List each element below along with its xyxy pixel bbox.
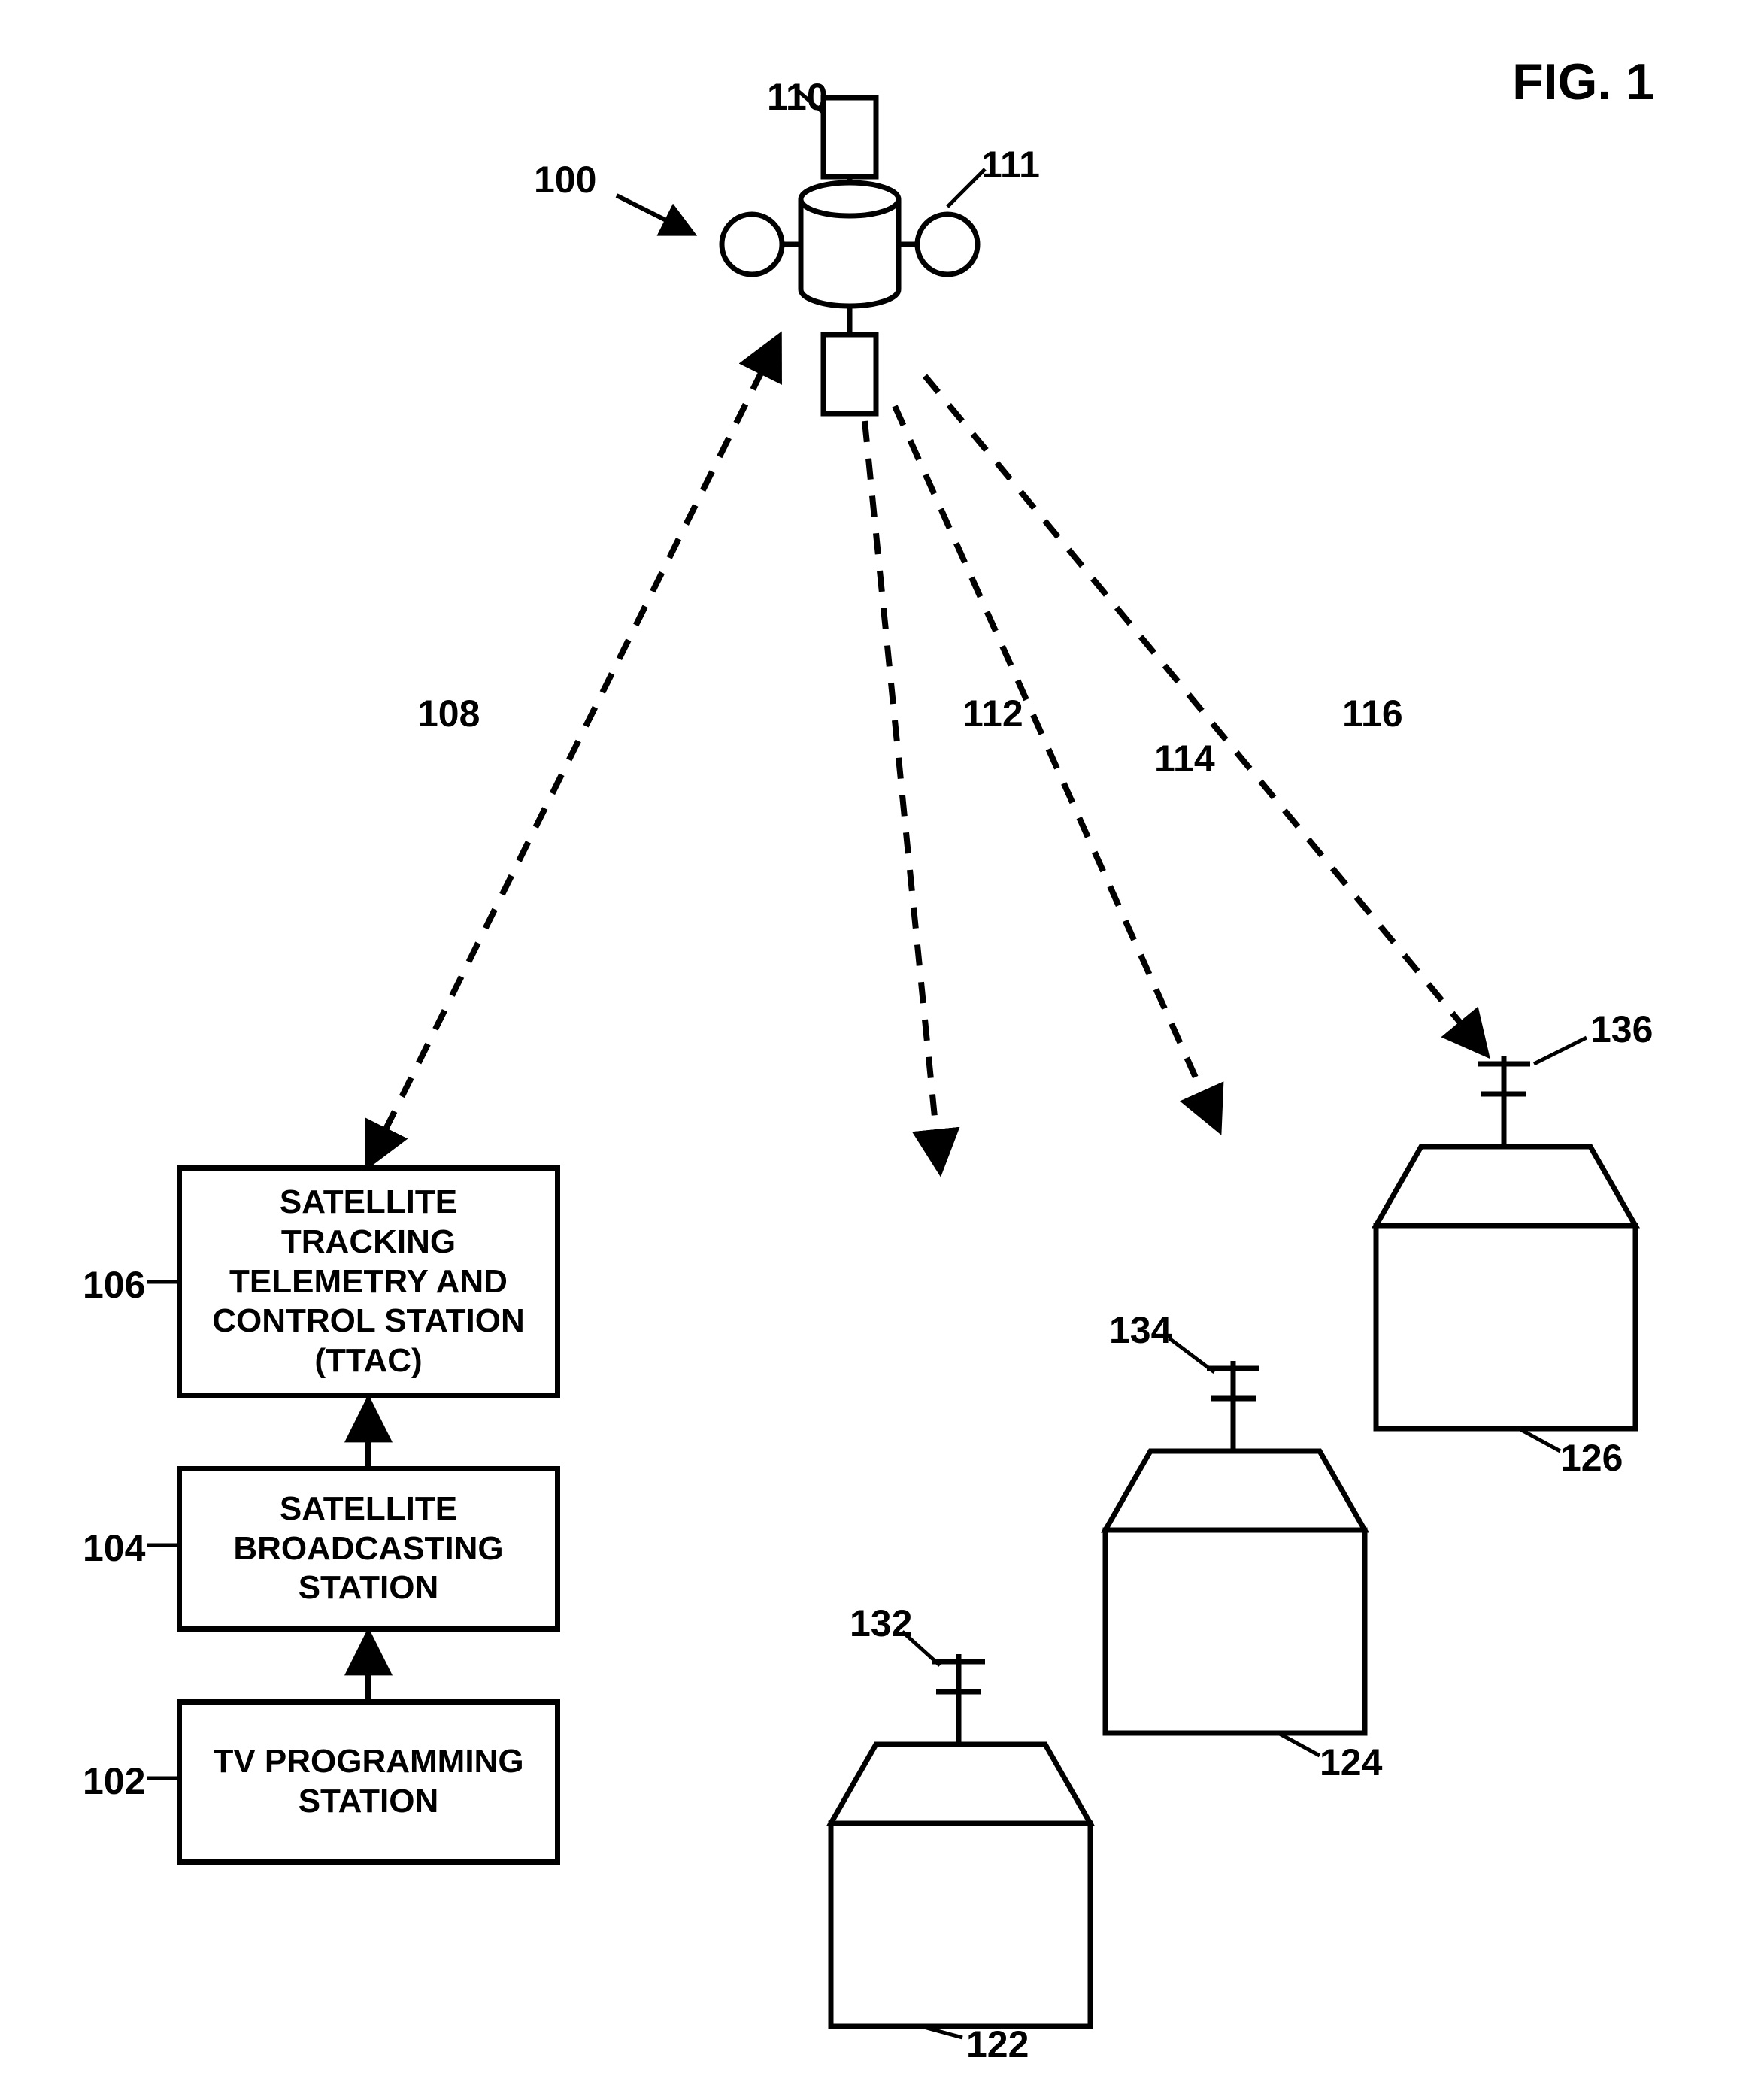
satellite-icon: [722, 98, 978, 414]
label-100: 100: [534, 158, 596, 202]
label-116: 116: [1342, 692, 1403, 735]
figure-canvas: FIG. 1 SATELLITE TRACKING TELEMETRY AND …: [0, 0, 1752, 2100]
ttac-box: SATELLITE TRACKING TELEMETRY AND CONTROL…: [177, 1165, 560, 1398]
label-124: 124: [1320, 1741, 1382, 1784]
label-114: 114: [1154, 737, 1215, 780]
label-132: 132: [850, 1602, 912, 1645]
broadcast-box: SATELLITE BROADCASTING STATION: [177, 1466, 560, 1632]
house-124: [1105, 1361, 1365, 1733]
label-110: 110: [767, 75, 828, 119]
broadcast-box-text: SATELLITE BROADCASTING STATION: [182, 1489, 555, 1608]
label-122: 122: [966, 2023, 1029, 2066]
label-102: 102: [83, 1759, 145, 1803]
ttac-box-text: SATELLITE TRACKING TELEMETRY AND CONTROL…: [182, 1183, 555, 1381]
house-122: [831, 1654, 1090, 2026]
programming-box-text: TV PROGRAMMING STATION: [182, 1742, 555, 1822]
label-112: 112: [962, 692, 1023, 735]
label-106: 106: [83, 1263, 145, 1307]
label-111: 111: [981, 143, 1040, 186]
label-134: 134: [1109, 1308, 1172, 1352]
house-126: [1376, 1056, 1635, 1429]
label-126: 126: [1560, 1436, 1623, 1480]
label-104: 104: [83, 1526, 145, 1570]
label-108: 108: [417, 692, 480, 735]
programming-box: TV PROGRAMMING STATION: [177, 1699, 560, 1865]
figure-title: FIG. 1: [1512, 53, 1654, 111]
label-136: 136: [1590, 1008, 1653, 1051]
